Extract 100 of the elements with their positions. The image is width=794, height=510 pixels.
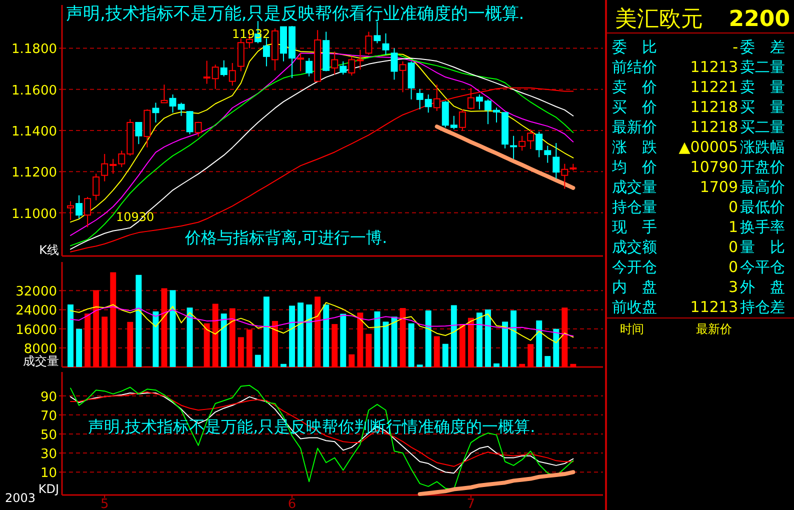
text: 0 bbox=[728, 198, 738, 216]
text: 开盘价 bbox=[740, 158, 785, 176]
bar bbox=[272, 320, 278, 367]
bar bbox=[68, 304, 74, 367]
candlestick bbox=[382, 32, 390, 56]
candlestick bbox=[297, 52, 304, 72]
bar bbox=[544, 356, 551, 367]
x-tick-label: 6 bbox=[288, 497, 296, 510]
y-tick-label: 1.1400 bbox=[12, 124, 57, 140]
candlestick bbox=[458, 108, 466, 132]
bar bbox=[289, 306, 296, 367]
candlestick bbox=[262, 38, 270, 67]
annotation: 价格与指标背离,可进行一博. bbox=[184, 228, 388, 247]
candlestick bbox=[160, 84, 168, 104]
line-series bbox=[70, 87, 574, 252]
candlestick bbox=[178, 102, 185, 116]
text: 今开仓 bbox=[612, 258, 657, 276]
bar bbox=[212, 304, 218, 367]
y-tick-label: 1.1200 bbox=[12, 166, 57, 181]
text: 0 bbox=[728, 238, 738, 256]
bar bbox=[382, 322, 389, 367]
bar bbox=[84, 314, 91, 367]
bar bbox=[442, 344, 448, 367]
candlestick bbox=[92, 173, 100, 201]
candlestick bbox=[220, 60, 228, 77]
text: 卖 价 bbox=[612, 78, 657, 96]
y-axis-title: KDJ bbox=[38, 482, 59, 496]
text: 换手率 bbox=[740, 218, 785, 236]
candlestick bbox=[365, 31, 372, 56]
text: 买二量 bbox=[740, 118, 785, 136]
text: 内 盘 bbox=[612, 278, 657, 296]
text: 0 bbox=[728, 258, 738, 276]
bar bbox=[229, 308, 236, 367]
bar bbox=[314, 296, 321, 367]
bar bbox=[220, 314, 227, 367]
line-series bbox=[70, 302, 574, 344]
text: 3 bbox=[728, 278, 738, 296]
candlestick bbox=[510, 135, 518, 160]
x-tick-label: 7 bbox=[466, 497, 476, 510]
text: 11221 bbox=[690, 78, 738, 96]
candlestick bbox=[152, 102, 160, 123]
bar bbox=[357, 312, 364, 367]
y-tick-label: 24000 bbox=[16, 304, 57, 319]
text: 11213 bbox=[690, 58, 738, 76]
bar bbox=[450, 305, 457, 367]
text: 买 量 bbox=[740, 98, 785, 116]
candlestick bbox=[331, 50, 338, 76]
bar bbox=[570, 364, 576, 367]
y-tick-label: 1.1600 bbox=[12, 83, 57, 98]
y-tick-label: 70 bbox=[40, 408, 57, 424]
text: 委 差 bbox=[740, 38, 785, 56]
bar bbox=[152, 311, 159, 367]
y-tick-label: 50 bbox=[40, 428, 57, 443]
text: ▲00005 bbox=[678, 138, 738, 156]
candlestick bbox=[306, 58, 313, 77]
text: 11213 bbox=[690, 298, 738, 316]
text: 量 比 bbox=[740, 238, 785, 256]
y-tick-label: 1.1800 bbox=[12, 42, 57, 58]
bar bbox=[332, 324, 338, 367]
candlestick bbox=[399, 60, 406, 93]
bar bbox=[400, 308, 406, 367]
text: - bbox=[732, 38, 738, 56]
text: 前结价 bbox=[612, 58, 657, 76]
candlestick bbox=[544, 145, 552, 164]
bar bbox=[459, 324, 466, 367]
bar bbox=[110, 272, 116, 367]
y-axis-title: 成交量 bbox=[23, 354, 59, 368]
y-tick-label: 1.1000 bbox=[12, 206, 57, 222]
text: 1 bbox=[728, 218, 738, 236]
text: 最高价 bbox=[740, 178, 785, 196]
line-series bbox=[70, 384, 574, 490]
candlestick bbox=[552, 142, 560, 180]
bar bbox=[127, 322, 134, 367]
bar bbox=[323, 304, 330, 367]
text: 卖二量 bbox=[740, 58, 785, 76]
bar bbox=[102, 316, 108, 367]
bar bbox=[476, 312, 482, 367]
bar bbox=[528, 344, 534, 367]
bar bbox=[93, 290, 100, 367]
text: 1709 bbox=[700, 178, 738, 196]
bar bbox=[562, 308, 568, 367]
bar bbox=[366, 334, 372, 367]
text: 2200 bbox=[728, 7, 790, 32]
text: 前收盘 bbox=[612, 298, 657, 316]
text: 持仓量 bbox=[612, 198, 657, 216]
y-tick-label: 10 bbox=[40, 466, 57, 482]
candlestick bbox=[169, 94, 176, 114]
text: 11218 bbox=[690, 98, 738, 116]
bar bbox=[136, 274, 142, 367]
candlestick bbox=[194, 121, 202, 137]
bar bbox=[263, 296, 270, 367]
bar bbox=[254, 354, 261, 367]
text: 卖 量 bbox=[740, 78, 785, 96]
text: 最新价 bbox=[612, 118, 657, 136]
bar bbox=[494, 363, 500, 367]
bar bbox=[553, 328, 560, 367]
candlestick bbox=[228, 62, 236, 86]
text: 时间 bbox=[620, 322, 644, 336]
line-series bbox=[418, 470, 576, 496]
candlestick bbox=[390, 48, 398, 80]
